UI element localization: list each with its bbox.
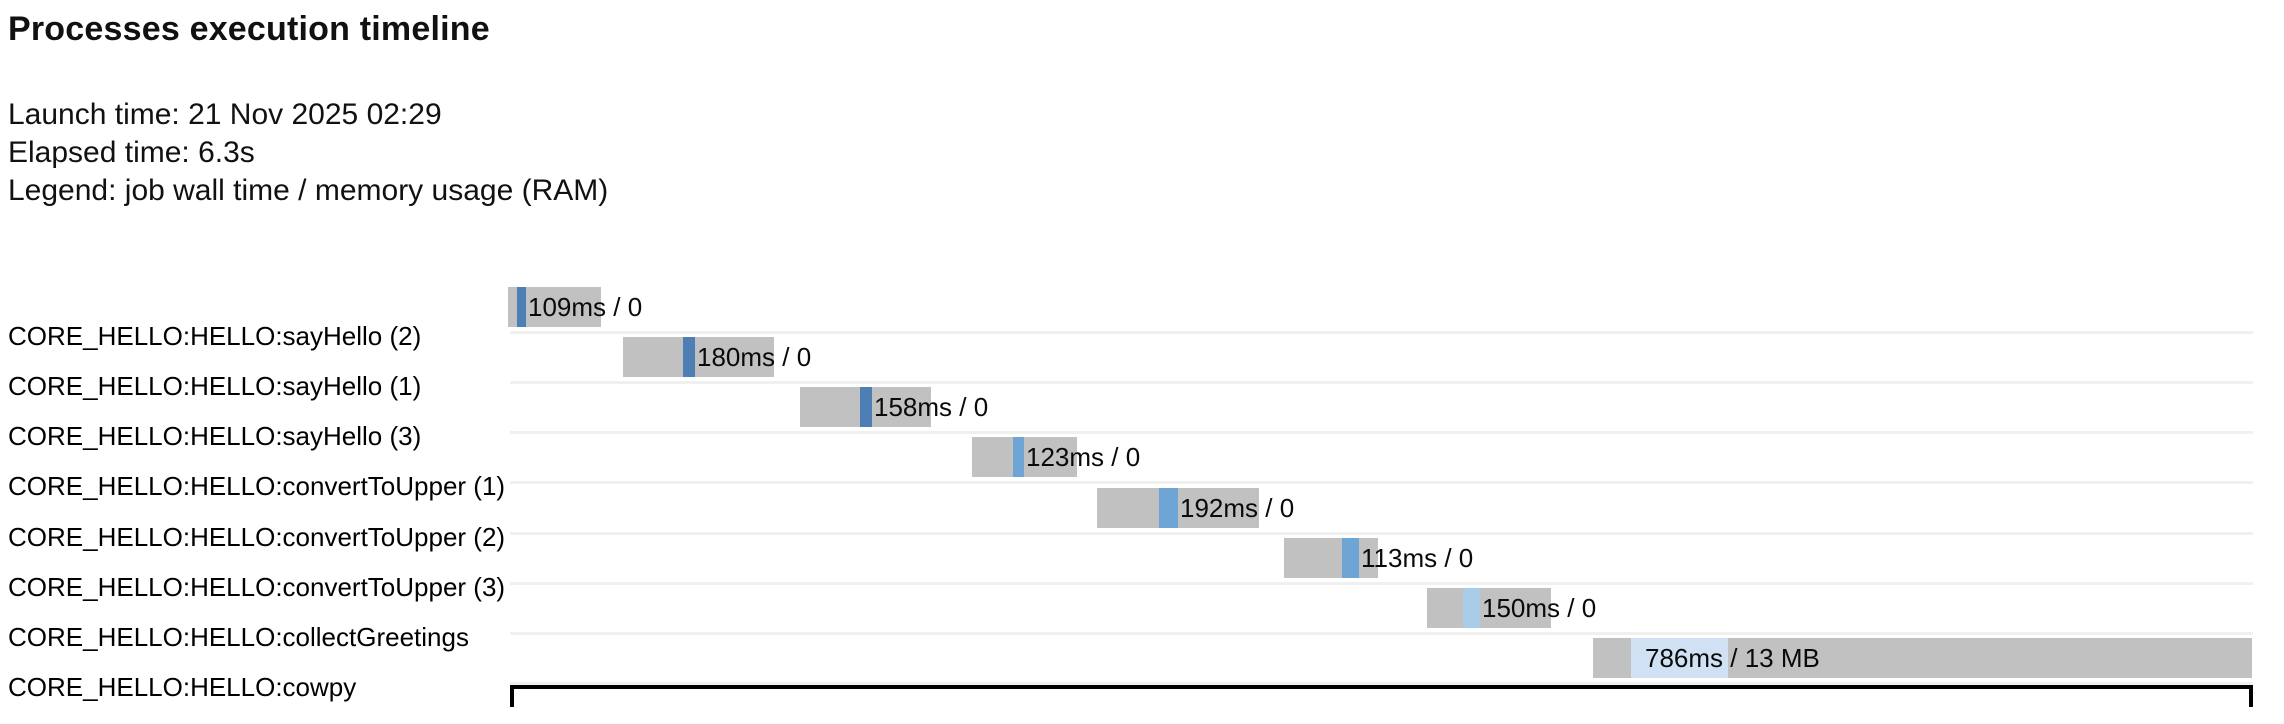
row-separator [510,532,2253,535]
task-bar [623,337,774,377]
process-label: CORE_HELLO:HELLO:collectGreetings [8,622,469,652]
launch-time-text: Launch time: 21 Nov 2025 02:29 [8,98,442,131]
task-bar [800,387,931,427]
task-run-stripe [1342,538,1359,578]
task-run-stripe [1631,638,1728,678]
task-run-stripe [1159,488,1178,528]
row-separator [510,632,2253,635]
task-run-stripe [1013,437,1024,477]
task-duration-label: 109ms / 0 [528,292,643,322]
row-separator [510,481,2253,484]
row-separator [510,431,2253,434]
page-title: Processes execution timeline [8,10,490,48]
row-separator [510,682,2253,685]
task-duration-label: 158ms / 0 [874,392,989,422]
elapsed-time-text: Elapsed time: 6.3s [8,136,255,169]
task-run-stripe [1463,588,1480,628]
task-duration-label: 180ms / 0 [697,342,812,372]
task-duration-label: 786ms / 13 MB [1645,643,1820,673]
task-bar [1593,638,2252,678]
task-duration-label: 113ms / 0 [1361,543,1474,573]
report-info-block: Launch time: 21 Nov 2025 02:29 Elapsed t… [8,96,608,210]
details-panel-top-border [510,685,2253,707]
legend-text: Legend: job wall time / memory usage (RA… [8,174,609,207]
task-duration-label: 150ms / 0 [1482,593,1597,623]
task-bar [1427,588,1551,628]
process-label: CORE_HELLO:HELLO:convertToUpper (1) [8,471,506,501]
task-bar [972,437,1077,477]
row-separator [510,381,2253,384]
process-label: CORE_HELLO:HELLO:sayHello (1) [8,371,422,401]
task-bar [1097,488,1259,528]
task-duration-label: 123ms / 0 [1026,442,1141,472]
task-bar [1284,538,1378,578]
process-label: CORE_HELLO:HELLO:convertToUpper (3) [8,572,506,602]
process-label: CORE_HELLO:HELLO:sayHello (2) [8,321,422,351]
process-label: CORE_HELLO:HELLO:sayHello (3) [8,421,422,451]
process-label: CORE_HELLO:HELLO:convertToUpper (2) [8,522,506,552]
task-duration-label: 192ms / 0 [1180,493,1295,523]
row-separator [510,582,2253,585]
task-run-stripe [683,337,695,377]
task-run-stripe [860,387,872,427]
task-bar [508,287,601,327]
process-label: CORE_HELLO:HELLO:cowpy [8,672,357,702]
task-run-stripe [517,287,526,327]
row-separator [510,331,2253,334]
